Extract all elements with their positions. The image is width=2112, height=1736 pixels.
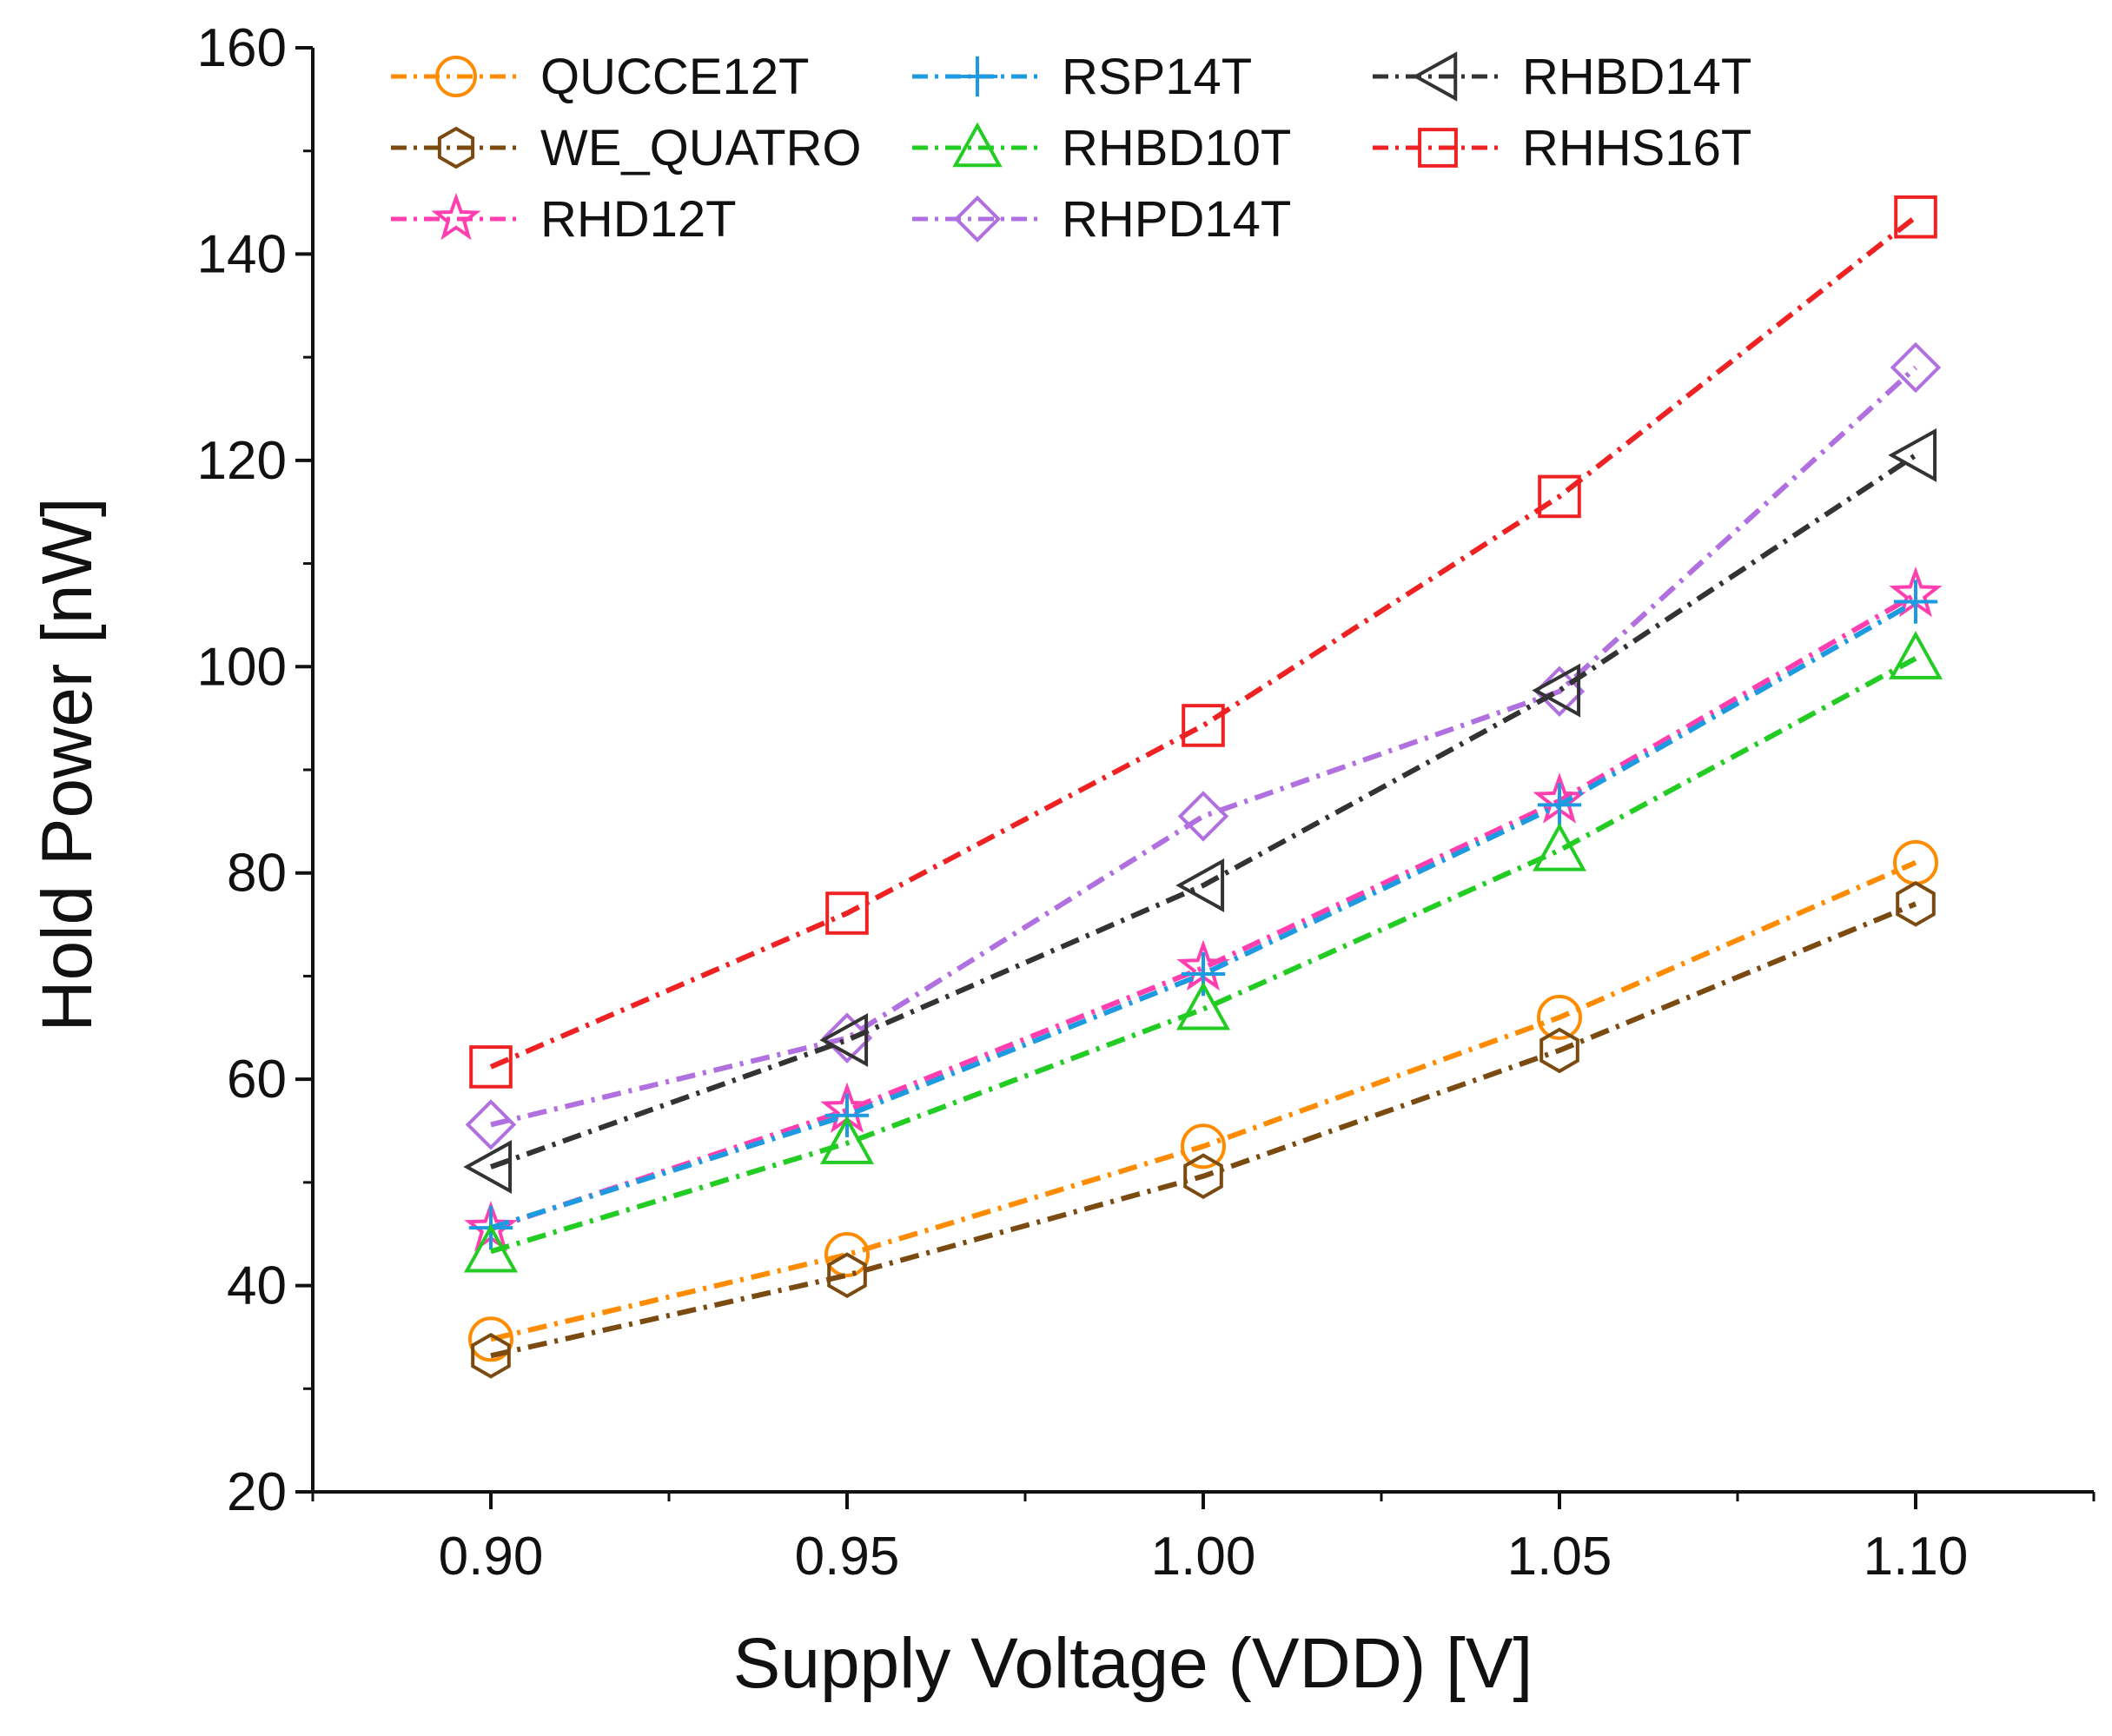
axes — [311, 48, 2094, 1494]
data-point — [463, 1140, 513, 1195]
legend-label: RHBD14T — [1522, 49, 1751, 105]
series-rhbd14t — [463, 427, 1937, 1195]
tick-marks: 20 40 60 80 100 120 140 160 0.90 0.95 1.00 1.05 1.10 — [197, 18, 2095, 1587]
data-point — [1889, 631, 1943, 679]
data-point — [464, 1223, 518, 1273]
x-tick-label: 1.05 — [1507, 1527, 1612, 1587]
legend-label: RSP14T — [1062, 49, 1252, 105]
y-tick-label: 60 — [227, 1050, 287, 1110]
series-line — [490, 901, 1917, 1359]
series-line — [490, 592, 1917, 1232]
legend-label: RHPD14T — [1062, 191, 1291, 248]
data-point — [1890, 341, 1942, 394]
data-point — [820, 1116, 874, 1164]
legend-entry: RHD12T — [391, 191, 737, 248]
y-tick-label: 100 — [197, 637, 287, 697]
x-tick-label: 1.10 — [1864, 1527, 1969, 1587]
data-point — [824, 1093, 870, 1137]
series-line — [490, 599, 1917, 1230]
data-point — [465, 1099, 517, 1150]
data-point — [1888, 427, 1937, 482]
legend-label: RHHS16T — [1522, 120, 1751, 176]
legend-marker — [953, 195, 1002, 243]
series-line — [490, 365, 1918, 1128]
data-point — [1181, 1123, 1226, 1169]
legend-marker — [1412, 51, 1458, 102]
data-point — [1896, 880, 1936, 927]
legend-marker — [957, 56, 998, 97]
legend-entry: RHHS16T — [1373, 120, 1751, 176]
data-point — [471, 1332, 511, 1379]
data-point — [819, 1013, 869, 1068]
data-point — [1183, 1153, 1223, 1200]
data-point — [1893, 580, 1938, 624]
y-tick-label: 80 — [227, 844, 287, 904]
legend-entry: QUCCE12T — [391, 49, 809, 105]
legend-marker — [952, 122, 1003, 168]
data-point — [1894, 195, 1937, 239]
data-point — [1539, 1027, 1579, 1074]
legend-marker — [437, 126, 475, 169]
legend-label: WE_QUATRO — [540, 120, 862, 176]
data-point — [1175, 858, 1225, 912]
data-point — [824, 1231, 870, 1277]
x-axis-title: Supply Voltage (VDD) [V] — [733, 1624, 1533, 1703]
y-tick-label: 20 — [227, 1462, 287, 1522]
x-tick-label: 1.00 — [1151, 1527, 1256, 1587]
legend-entry: RHPD14T — [912, 191, 1291, 248]
y-tick-label: 140 — [197, 224, 287, 284]
data-point — [1537, 783, 1582, 827]
legend-marker — [435, 56, 477, 97]
y-axis-title: Hold Power [nW] — [28, 497, 107, 1031]
series-qucce12t — [468, 839, 1938, 1362]
series-we-quatro — [471, 880, 1936, 1379]
legend-entry: RSP14T — [912, 49, 1252, 105]
data-point — [825, 891, 869, 935]
legend-marker — [1418, 128, 1458, 168]
series-rhpd14t — [465, 341, 1942, 1150]
data-point — [1533, 822, 1586, 871]
data-point — [1538, 474, 1581, 519]
legend: QUCCE12T WE_QUATRO RHD12T RSP14T RHBD10T RHPD… — [391, 49, 1751, 248]
legend-label: RHD12T — [540, 191, 737, 248]
data-point — [1537, 994, 1582, 1040]
data-point — [1182, 704, 1225, 747]
series-line — [490, 656, 1917, 1255]
series-layer — [463, 195, 1943, 1379]
data-point — [1176, 981, 1230, 1030]
data-point — [827, 1252, 867, 1299]
y-tick-label: 160 — [197, 18, 287, 78]
legend-label: RHBD10T — [1062, 120, 1291, 176]
legend-label: QUCCE12T — [540, 49, 809, 105]
x-tick-label: 0.95 — [795, 1527, 900, 1587]
y-tick-label: 120 — [197, 431, 287, 491]
legend-entry: RHBD10T — [912, 120, 1291, 176]
series-rsp14t — [468, 580, 1938, 1250]
y-tick-label: 40 — [227, 1256, 287, 1316]
legend-entry: RHBD14T — [1373, 49, 1751, 105]
data-point — [468, 1316, 513, 1362]
legend-entry: WE_QUATRO — [391, 120, 862, 176]
data-point — [1177, 791, 1229, 842]
legend-marker — [431, 192, 481, 241]
series-line — [490, 860, 1917, 1342]
data-point — [821, 1012, 873, 1063]
series-line — [489, 453, 1917, 1169]
series-rhbd10t — [464, 631, 1943, 1273]
data-point — [469, 1045, 513, 1089]
series-rhhs16t — [469, 195, 1937, 1089]
data-point — [1532, 663, 1581, 718]
series-line — [489, 215, 1917, 1070]
x-tick-label: 0.90 — [439, 1527, 544, 1587]
